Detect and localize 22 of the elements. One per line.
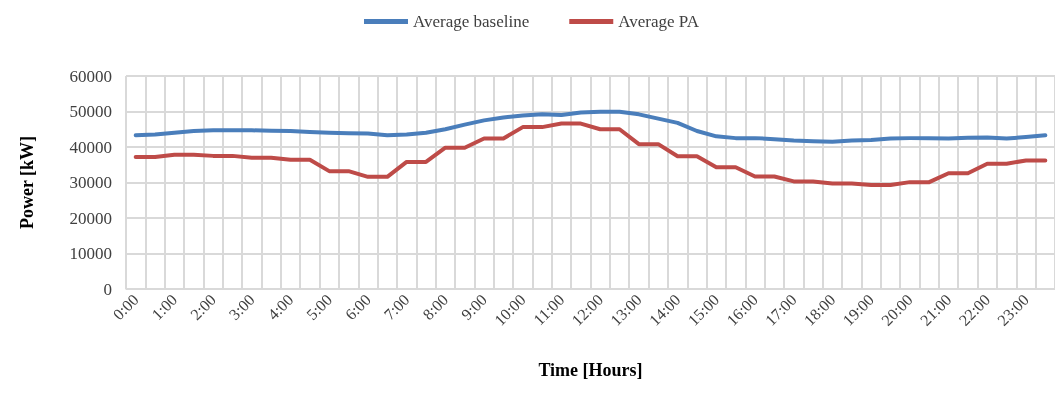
- line-series: [133, 121, 1048, 187]
- x-tick-label: 5:00: [303, 290, 336, 324]
- line-series: [133, 109, 1048, 144]
- x-axis-title: Time [Hours]: [538, 360, 643, 380]
- y-axis-title: Power [kW]: [17, 135, 37, 230]
- x-tick-label: 9:00: [457, 290, 491, 324]
- x-tick-label: 6:00: [341, 290, 374, 324]
- y-tick-label: 10000: [69, 244, 112, 263]
- y-tick-label: 0: [103, 279, 112, 299]
- x-tick-label: 8:00: [419, 290, 452, 324]
- y-tick-label: 20000: [69, 208, 112, 228]
- y-tick-label: 50000: [69, 102, 112, 121]
- y-tick-label: 40000: [69, 137, 112, 157]
- legend-label: Average baseline: [413, 12, 530, 31]
- x-tick-label: 2:00: [186, 290, 220, 324]
- x-tick-label: 3:00: [225, 290, 258, 324]
- y-tick-label: 30000: [69, 173, 112, 192]
- y-tick-label: 60000: [69, 66, 112, 86]
- legend-label: Average PA: [618, 12, 700, 31]
- x-tick-label: 1:00: [148, 290, 181, 324]
- x-tick-label: 7:00: [380, 290, 413, 324]
- x-tick-label: 4:00: [264, 290, 297, 324]
